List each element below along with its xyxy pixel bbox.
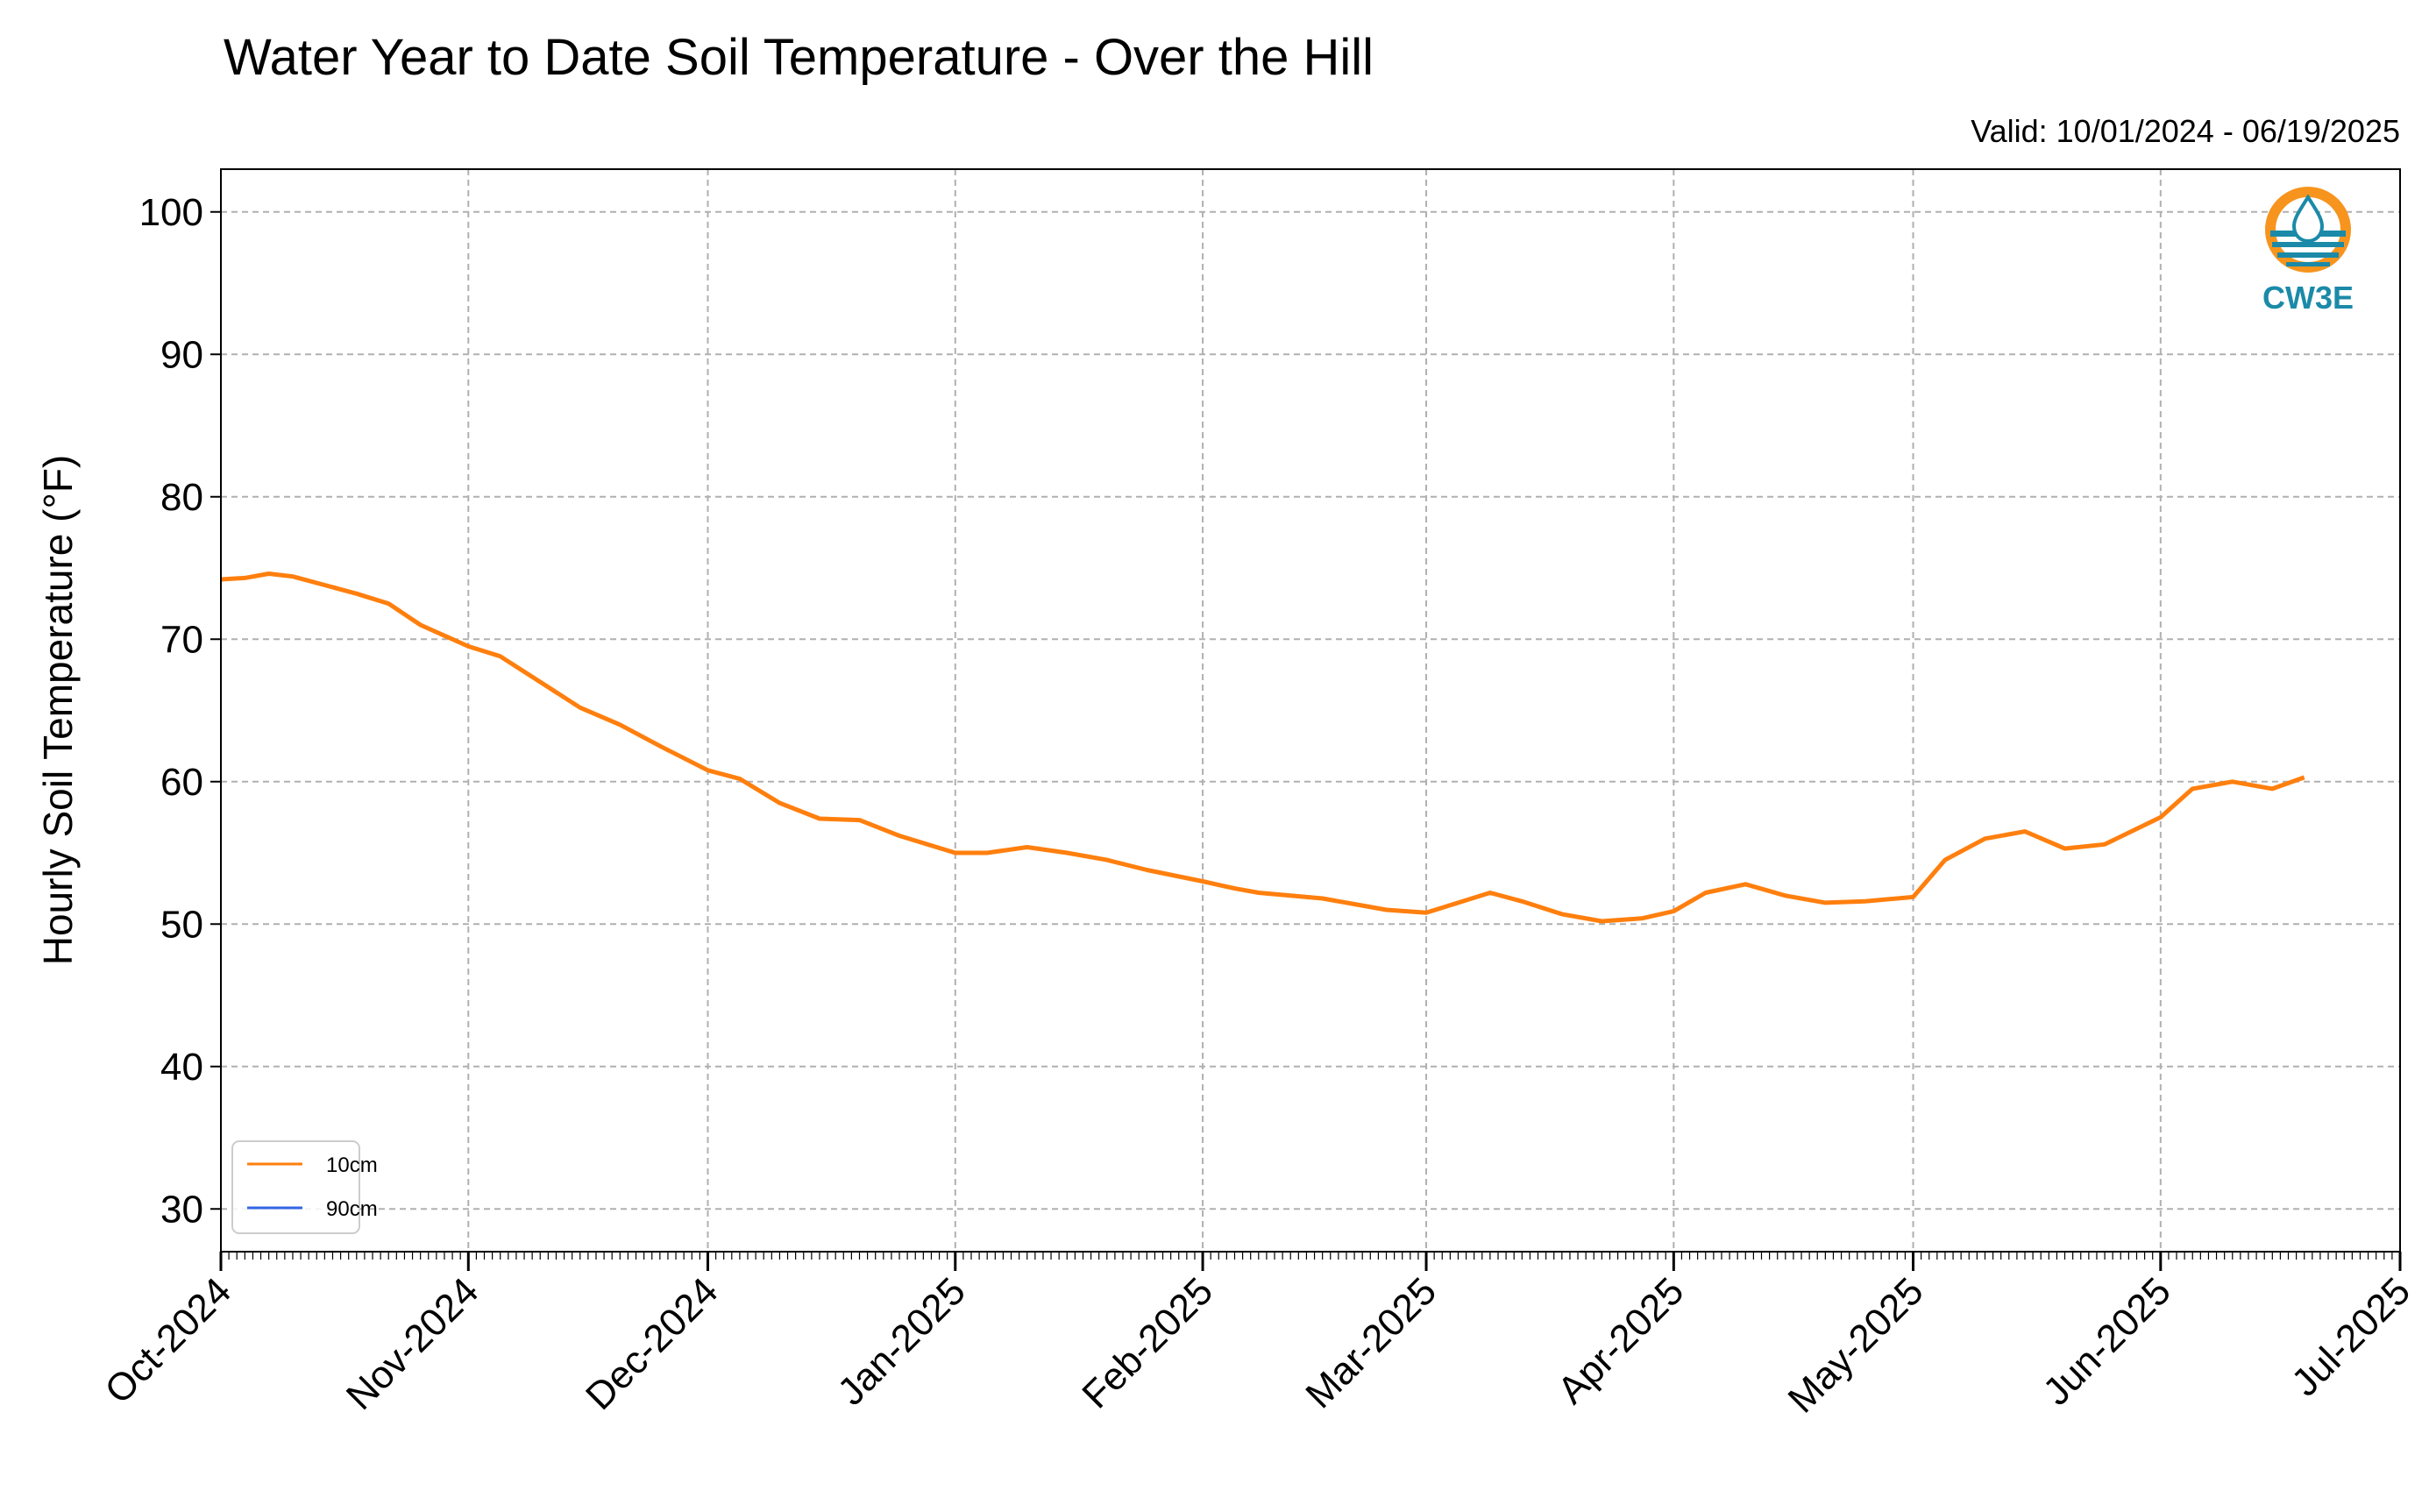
y-axis: 30 40 50 60 70 80 90 100 [139,191,221,1231]
y-tick-label: 80 [160,476,203,519]
logo-wave-2 [2272,242,2344,247]
x-tick-label: Dec-2024 [578,1269,727,1418]
x-tick-label: Apr-2025 [1550,1269,1693,1412]
x-tick-label: Nov-2024 [338,1269,487,1418]
chart-title: Water Year to Date Soil Temperature - Ov… [224,29,1374,86]
logo-wave-3 [2277,252,2339,258]
x-tick-label: Mar-2025 [1297,1269,1445,1416]
series-10cm-line [220,571,2305,924]
water-drop-icon [2291,194,2325,244]
y-tick-label: 30 [160,1188,203,1231]
logo-wave-4 [2286,262,2330,266]
valid-date-range: Valid: 10/01/2024 - 06/19/2025 [1971,113,2400,149]
x-axis: Oct-2024 Nov-2024 Dec-2024 Jan-2025 Feb-2025… [96,1252,2418,1421]
y-tick-label: 100 [139,191,203,234]
x-tick-label: Feb-2025 [1074,1269,1221,1416]
x-tick-label: Jul-2025 [2283,1269,2418,1404]
grid-lines [220,169,2401,1252]
x-tick-label: May-2025 [1780,1269,1932,1421]
legend: 10cm 90cm [231,1140,378,1234]
y-tick-label: 90 [160,333,203,376]
legend-label-90cm: 90cm [326,1197,378,1221]
x-tick-label: Jun-2025 [2035,1269,2178,1413]
y-axis-label: Hourly Soil Temperature (°F) [35,455,81,966]
y-tick-label: 70 [160,618,203,661]
y-tick-label: 50 [160,903,203,946]
x-tick-label: Oct-2024 [96,1269,239,1412]
y-tick-label: 60 [160,761,203,804]
plot-frame [220,168,2401,1253]
y-tick-label: 40 [160,1046,203,1089]
x-tick-label: Jan-2025 [829,1269,973,1413]
series-layer [220,571,2305,924]
logo-ring [2265,187,2351,273]
legend-label-10cm: 10cm [326,1154,378,1177]
logo-text: CW3E [2262,280,2354,316]
cw3e-logo: CW3E [2262,187,2354,316]
